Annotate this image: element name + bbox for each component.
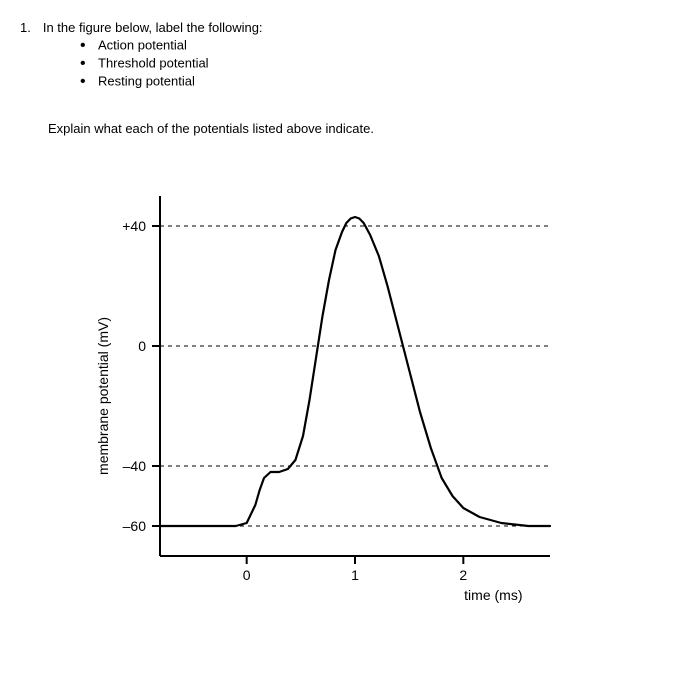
list-item: Resting potential: [80, 73, 680, 91]
list-item: Action potential: [80, 37, 680, 55]
y-tick-label: +40: [122, 218, 146, 234]
membrane-potential-chart: +40 0 –40 –60 0 1 2 membrane potential (mV) time…: [80, 186, 580, 626]
list-item: Threshold potential: [80, 55, 680, 73]
x-axis-label: time (ms): [464, 587, 522, 603]
bullet-list: Action potential Threshold potential Res…: [80, 37, 680, 91]
question-prompt: In the figure below, label the following…: [43, 20, 263, 35]
question-number: 1.: [20, 20, 31, 35]
chart-svg: +40 0 –40 –60 0 1 2 membrane potential (mV) time…: [80, 186, 580, 606]
y-tick-label: –40: [123, 458, 147, 474]
y-axis-label: membrane potential (mV): [95, 317, 111, 475]
x-tick-label: 2: [459, 567, 467, 583]
y-tick-label: –60: [123, 518, 147, 534]
action-potential-curve: [160, 217, 550, 526]
x-tick-label: 1: [351, 567, 359, 583]
explain-text: Explain what each of the potentials list…: [48, 121, 680, 136]
x-tick-label: 0: [243, 567, 251, 583]
y-tick-label: 0: [138, 338, 146, 354]
question-header: 1. In the figure below, label the follow…: [20, 20, 680, 35]
